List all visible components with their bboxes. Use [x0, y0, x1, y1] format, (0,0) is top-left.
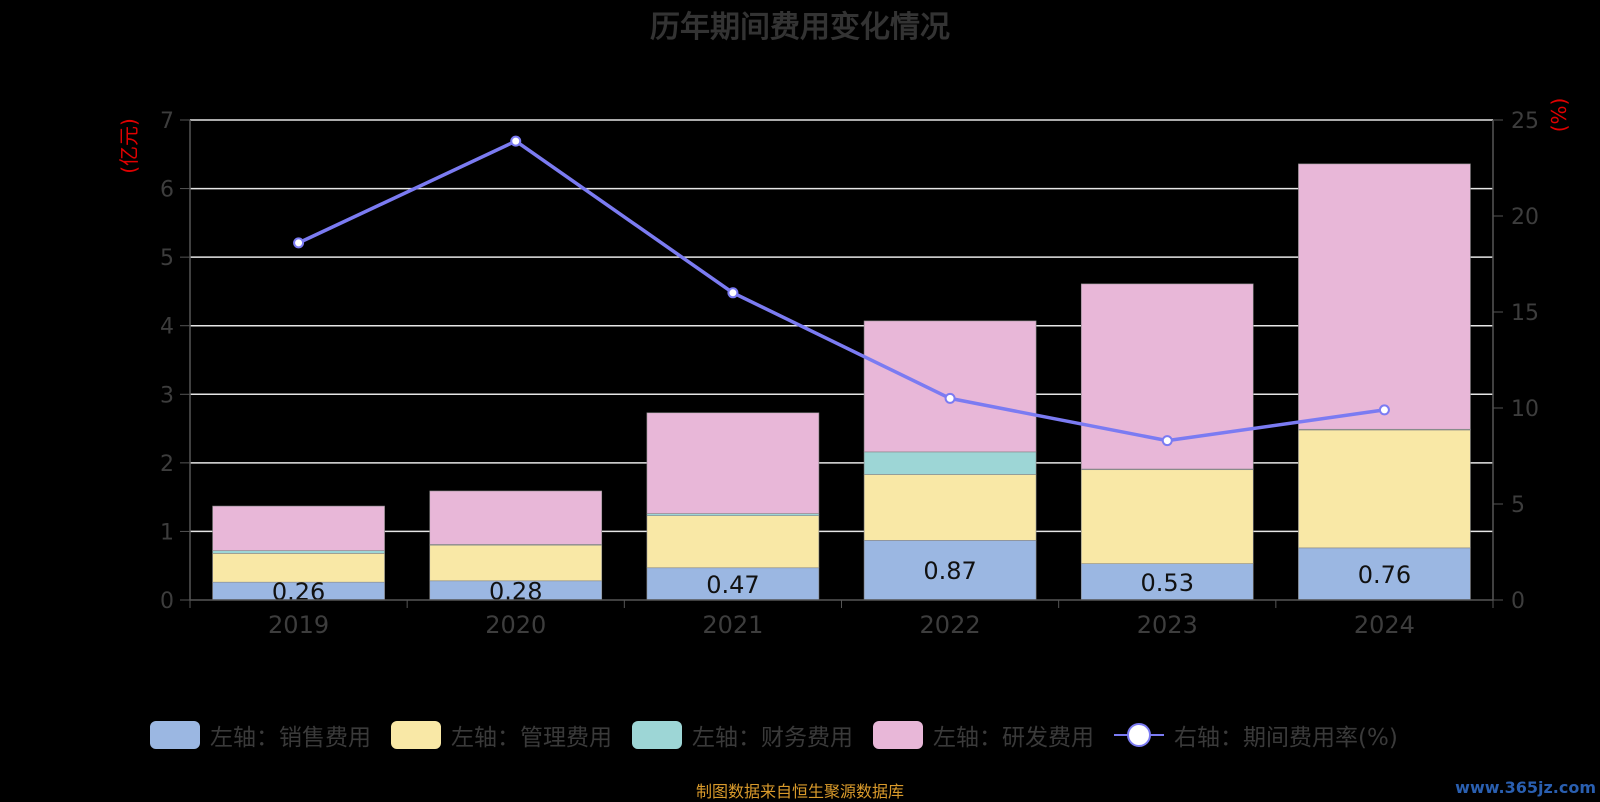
bar-admin: [1080, 469, 1254, 564]
left-axis-tick-label: 0: [160, 589, 174, 614]
legend-swatch-admin: [391, 721, 441, 749]
right-axis-tick-label: 15: [1511, 301, 1539, 326]
data-source-note: 制图数据来自恒生聚源数据库: [695, 782, 904, 801]
bar-data-label: 0.26: [272, 578, 325, 606]
bar-admin: [646, 515, 820, 569]
legend-swatch-finance: [632, 721, 682, 749]
legend-item-sales[interactable]: 左轴：销售费用: [150, 718, 371, 752]
rate-line: [297, 139, 1385, 443]
legend: 左轴：销售费用 左轴：管理费用 左轴：财务费用 左轴：研发费用 右轴：期间费用率…: [150, 718, 1418, 752]
bar-finance: [212, 550, 385, 554]
legend-label-rate: 右轴：期间费用率(%): [1174, 725, 1398, 751]
grid-lines: [190, 119, 1493, 533]
x-axis-tick-label: 2021: [702, 611, 763, 639]
legend-item-rd[interactable]: 左轴：研发费用: [873, 718, 1094, 752]
rate-line-series: [293, 135, 1390, 447]
legend-label-admin: 左轴：管理费用: [451, 725, 612, 751]
legend-swatch-rate: [1114, 721, 1164, 749]
watermark: www.365jz.com: [1455, 778, 1596, 797]
rate-point: [727, 287, 739, 299]
bar-sales: [1080, 563, 1254, 601]
right-axis-tick-label: 5: [1511, 493, 1525, 518]
x-axis-tick-label: 2023: [1137, 611, 1198, 639]
rate-point: [944, 392, 956, 404]
bar-rd: [863, 320, 1037, 453]
right-axis-tick-label: 0: [1511, 589, 1525, 614]
bar-admin: [863, 474, 1037, 541]
bar-rd: [646, 412, 820, 514]
left-axis-tick-label: 4: [160, 315, 174, 340]
rate-point: [1161, 435, 1173, 447]
bar-finance: [863, 451, 1037, 475]
legend-item-admin[interactable]: 左轴：管理费用: [391, 718, 612, 752]
bar-admin: [1298, 429, 1471, 549]
left-axis-tick-label: 2: [160, 452, 174, 477]
legend-item-finance[interactable]: 左轴：财务费用: [632, 718, 853, 752]
left-axis-tick-label: 7: [160, 109, 174, 134]
rate-point: [1378, 404, 1390, 416]
x-axis-tick-label: 2019: [268, 611, 329, 639]
left-axis-tick-label: 3: [160, 383, 174, 408]
chart-title: 历年期间费用变化情况: [650, 10, 950, 45]
legend-swatch-sales: [150, 721, 200, 749]
bar-data-label: 0.53: [1141, 569, 1194, 597]
rate-point: [510, 135, 522, 147]
bar-data-labels: 0.26 0.28 0.47 0.87 0.53 0.76: [272, 557, 1411, 606]
legend-label-sales: 左轴：销售费用: [210, 725, 371, 751]
bar-data-label: 0.87: [923, 557, 976, 585]
right-axis-tick-label: 25: [1511, 109, 1539, 134]
right-axis-tick-label: 20: [1511, 205, 1539, 230]
axes: 0 1 2 3 4 5 6 7 0 5 10 15 20 25 2019 2020 2021 2022 2023 20…: [117, 98, 1571, 639]
bar-rd: [429, 490, 603, 545]
x-axis-tick-label: 2022: [920, 611, 981, 639]
bar-admin: [429, 544, 603, 582]
right-axis-unit-label: (%): [1547, 98, 1571, 133]
bar-data-label: 0.76: [1358, 561, 1411, 589]
left-axis-tick-label: 5: [160, 246, 174, 271]
left-axis-tick-label: 6: [160, 178, 174, 203]
bar-series: [212, 163, 1471, 601]
legend-swatch-rd: [873, 721, 923, 749]
legend-item-rate[interactable]: 右轴：期间费用率(%): [1114, 718, 1398, 752]
x-axis-tick-label: 2024: [1354, 611, 1415, 639]
bar-data-label: 0.47: [706, 571, 759, 599]
left-axis-unit-label: (亿元): [117, 118, 141, 174]
bar-rd: [1298, 163, 1471, 430]
x-axis-tick-label: 2020: [485, 611, 546, 639]
right-axis-tick-label: 10: [1511, 397, 1539, 422]
bar-rd: [212, 505, 385, 551]
rate-point: [293, 237, 305, 249]
bar-finance: [646, 513, 820, 516]
bar-admin: [212, 553, 385, 583]
left-axis-tick-label: 1: [160, 520, 174, 545]
legend-label-finance: 左轴：财务费用: [692, 725, 853, 751]
legend-label-rd: 左轴：研发费用: [933, 725, 1094, 751]
bar-data-label: 0.28: [489, 577, 542, 605]
